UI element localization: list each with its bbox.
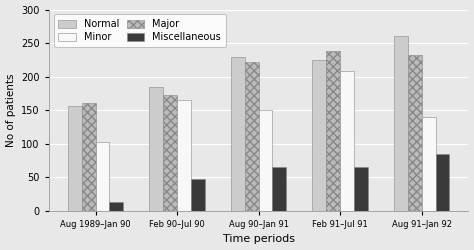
Bar [436,154,449,211]
Bar [312,60,326,211]
Bar [163,96,177,211]
Bar [82,104,96,211]
X-axis label: Time periods: Time periods [223,234,295,244]
Bar [245,62,259,211]
Bar [96,142,109,211]
Bar [191,179,205,211]
Bar [109,202,123,211]
Bar [326,51,340,211]
Bar [340,71,354,211]
Bar [354,167,368,211]
Bar [273,167,286,211]
Bar [259,110,273,211]
Bar [149,88,163,211]
Bar [394,36,408,211]
Bar [231,56,245,211]
Bar [68,106,82,211]
Legend: Normal, Minor, Major, Miscellaneous: Normal, Minor, Major, Miscellaneous [54,14,226,47]
Y-axis label: No of patients: No of patients [6,74,16,147]
Bar [408,55,422,211]
Bar [177,100,191,211]
Bar [422,117,436,211]
